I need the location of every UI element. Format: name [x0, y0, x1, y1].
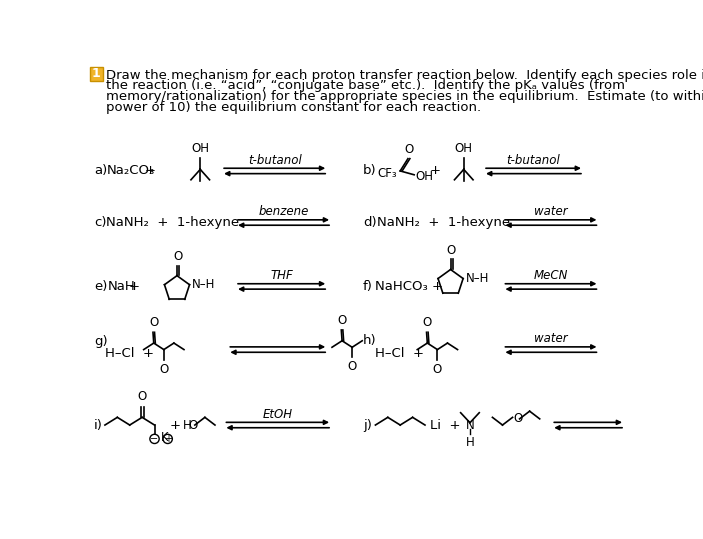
Text: O: O [159, 363, 169, 376]
Text: O: O [149, 316, 158, 329]
Text: O: O [138, 390, 147, 404]
Text: NaNH₂  +  1-hexyne: NaNH₂ + 1-hexyne [106, 216, 240, 229]
Text: NaH: NaH [108, 280, 136, 293]
Text: a): a) [94, 164, 108, 177]
Text: O: O [446, 244, 456, 257]
Text: H–Cl  +: H–Cl + [105, 347, 154, 360]
Text: d): d) [363, 216, 377, 229]
Text: H: H [465, 436, 475, 449]
Text: power of 10) the equilibrium constant for each reaction.: power of 10) the equilibrium constant fo… [106, 101, 482, 114]
Text: MeCN: MeCN [534, 269, 568, 282]
Text: +: + [129, 280, 140, 293]
Text: i): i) [94, 419, 103, 432]
Text: j): j) [363, 419, 372, 432]
Text: +: + [169, 419, 180, 432]
Text: Na₂CO₃: Na₂CO₃ [106, 164, 155, 177]
Text: Li  +: Li + [430, 419, 461, 432]
Text: b): b) [363, 164, 377, 177]
Text: O: O [404, 142, 413, 156]
Text: +: + [430, 164, 441, 177]
Text: OH: OH [191, 142, 209, 155]
Text: −: − [150, 434, 159, 444]
Text: CF₃: CF₃ [377, 167, 396, 179]
FancyBboxPatch shape [90, 67, 103, 81]
Text: water: water [534, 333, 568, 345]
Text: O: O [423, 316, 432, 329]
Text: O: O [173, 250, 182, 264]
Text: O: O [513, 412, 522, 425]
Text: c): c) [94, 216, 107, 229]
Text: EtOH: EtOH [263, 408, 293, 421]
Text: the reaction (i.e. “acid”, “conjugate base” etc.).  Identify the pKₐ values (fro: the reaction (i.e. “acid”, “conjugate ba… [106, 79, 626, 92]
Text: benzene: benzene [259, 205, 309, 218]
Text: NaHCO₃ +: NaHCO₃ + [375, 280, 444, 293]
Text: t-butanol: t-butanol [507, 154, 560, 167]
Text: memory/rationalization) for the appropriate species in the equilibrium.  Estimat: memory/rationalization) for the appropri… [106, 90, 703, 103]
Text: f): f) [363, 280, 373, 293]
Text: N: N [465, 419, 475, 432]
Text: water: water [534, 205, 568, 218]
Text: O: O [188, 419, 198, 432]
Text: +: + [164, 434, 172, 444]
Text: H–Cl  +: H–Cl + [375, 347, 425, 360]
Text: THF: THF [270, 269, 293, 282]
Text: OH: OH [455, 142, 472, 155]
Text: O: O [433, 363, 442, 376]
Text: OH: OH [415, 170, 433, 183]
Text: O: O [337, 314, 347, 327]
Text: K: K [161, 431, 168, 444]
Text: g): g) [94, 335, 108, 348]
Text: NaNH₂  +  1-hexyne: NaNH₂ + 1-hexyne [377, 216, 510, 229]
Text: e): e) [94, 280, 108, 293]
Text: N–H: N–H [192, 278, 215, 291]
Text: h): h) [363, 334, 377, 347]
Text: +: + [144, 164, 155, 177]
Text: H: H [182, 419, 191, 432]
Text: O: O [347, 361, 357, 374]
Text: t-butanol: t-butanol [247, 154, 302, 167]
Text: 1: 1 [92, 67, 101, 80]
Text: Draw the mechanism for each proton transfer reaction below.  Identify each speci: Draw the mechanism for each proton trans… [106, 68, 703, 81]
Text: N–H: N–H [465, 272, 489, 285]
